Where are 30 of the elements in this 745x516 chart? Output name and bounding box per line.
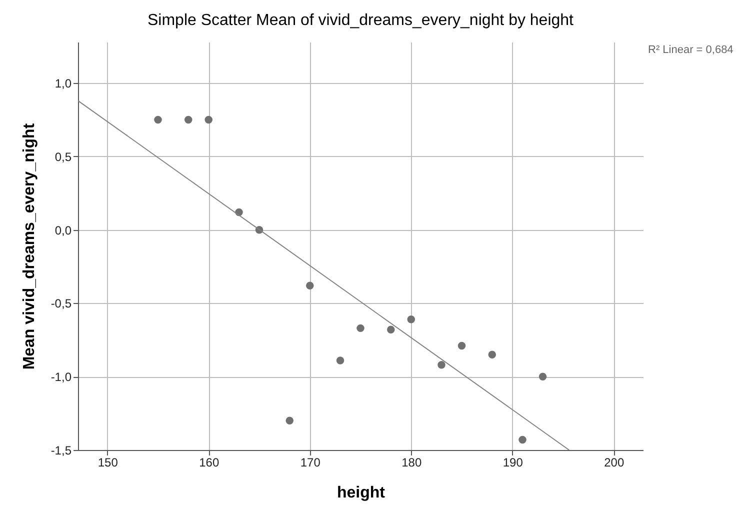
x-tick-label: 150 [98, 456, 118, 470]
point [286, 416, 294, 425]
x-tick-label: 180 [402, 456, 422, 470]
text: R² Linear = 0,684 [648, 44, 734, 56]
y-tick-label: 0,5 [54, 150, 72, 164]
y-tick-label: -1,0 [50, 370, 72, 384]
point [356, 324, 364, 332]
y-tick-label: -1,5 [50, 444, 72, 458]
chart-title: Simple Scatter Mean of vivid_dreams_every_night by height [148, 12, 574, 29]
point [438, 361, 446, 369]
x-axis-title: height [337, 484, 386, 502]
x-tick-label: 190 [502, 456, 524, 470]
point [306, 282, 314, 290]
y-tick-label: 1,0 [54, 76, 72, 91]
x-tick-label: 170 [300, 456, 321, 470]
y-axis-title: Mean vivid_dreams_every_night [20, 122, 38, 370]
point [336, 356, 344, 364]
x-tick-label: 200 [604, 456, 624, 470]
point [387, 326, 395, 334]
point [488, 350, 496, 358]
point [518, 436, 526, 444]
x-tick-label: 160 [199, 456, 220, 470]
point [407, 316, 415, 324]
point [538, 372, 547, 380]
point [458, 342, 466, 350]
y-tick-label: 0,0 [54, 223, 72, 238]
point [154, 116, 162, 124]
y-tick-label: -0,5 [50, 296, 72, 311]
point [204, 116, 212, 124]
point [184, 116, 192, 124]
